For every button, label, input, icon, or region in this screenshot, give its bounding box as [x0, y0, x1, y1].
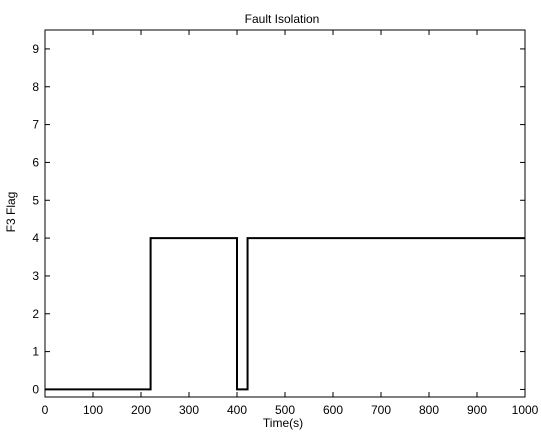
x-axis-tick-labels: 0 100 200 300 400 500 600 700 800 900 1000: [42, 403, 539, 417]
x-tick-label: 300: [179, 403, 199, 417]
y-tick-label: 1: [32, 345, 39, 359]
y-axis-label: F3 Flag: [4, 192, 18, 233]
x-tick-label: 1000: [512, 403, 539, 417]
plot-area: [44, 29, 526, 398]
x-axis-ticks: [44, 30, 526, 397]
chart-title: Fault Isolation: [245, 12, 320, 26]
y-tick-label: 8: [32, 80, 39, 94]
y-tick-label: 5: [32, 193, 39, 207]
x-tick-label: 900: [467, 403, 487, 417]
x-tick-label: 800: [419, 403, 439, 417]
x-tick-label: 600: [323, 403, 343, 417]
y-tick-label: 0: [32, 382, 39, 396]
x-tick-label: 100: [83, 403, 103, 417]
x-tick-label: 400: [227, 403, 247, 417]
y-tick-label: 2: [32, 307, 39, 321]
series-line-0: [45, 237, 525, 391]
y-tick-label: 9: [32, 42, 39, 56]
y-tick-label: 6: [32, 155, 39, 169]
y-axis-ticks: [45, 48, 525, 390]
x-tick-label: 700: [371, 403, 391, 417]
series-layer: [45, 237, 525, 391]
x-tick-label: 0: [42, 403, 49, 417]
y-tick-label: 3: [32, 269, 39, 283]
y-tick-label: 7: [32, 118, 39, 132]
x-axis-label: Time(s): [263, 416, 303, 430]
y-axis-tick-labels: 0 1 2 3 4 5 6 7 8 9: [32, 42, 39, 397]
y-tick-label: 4: [32, 231, 39, 245]
x-tick-label: 500: [275, 403, 295, 417]
x-tick-label: 200: [131, 403, 151, 417]
